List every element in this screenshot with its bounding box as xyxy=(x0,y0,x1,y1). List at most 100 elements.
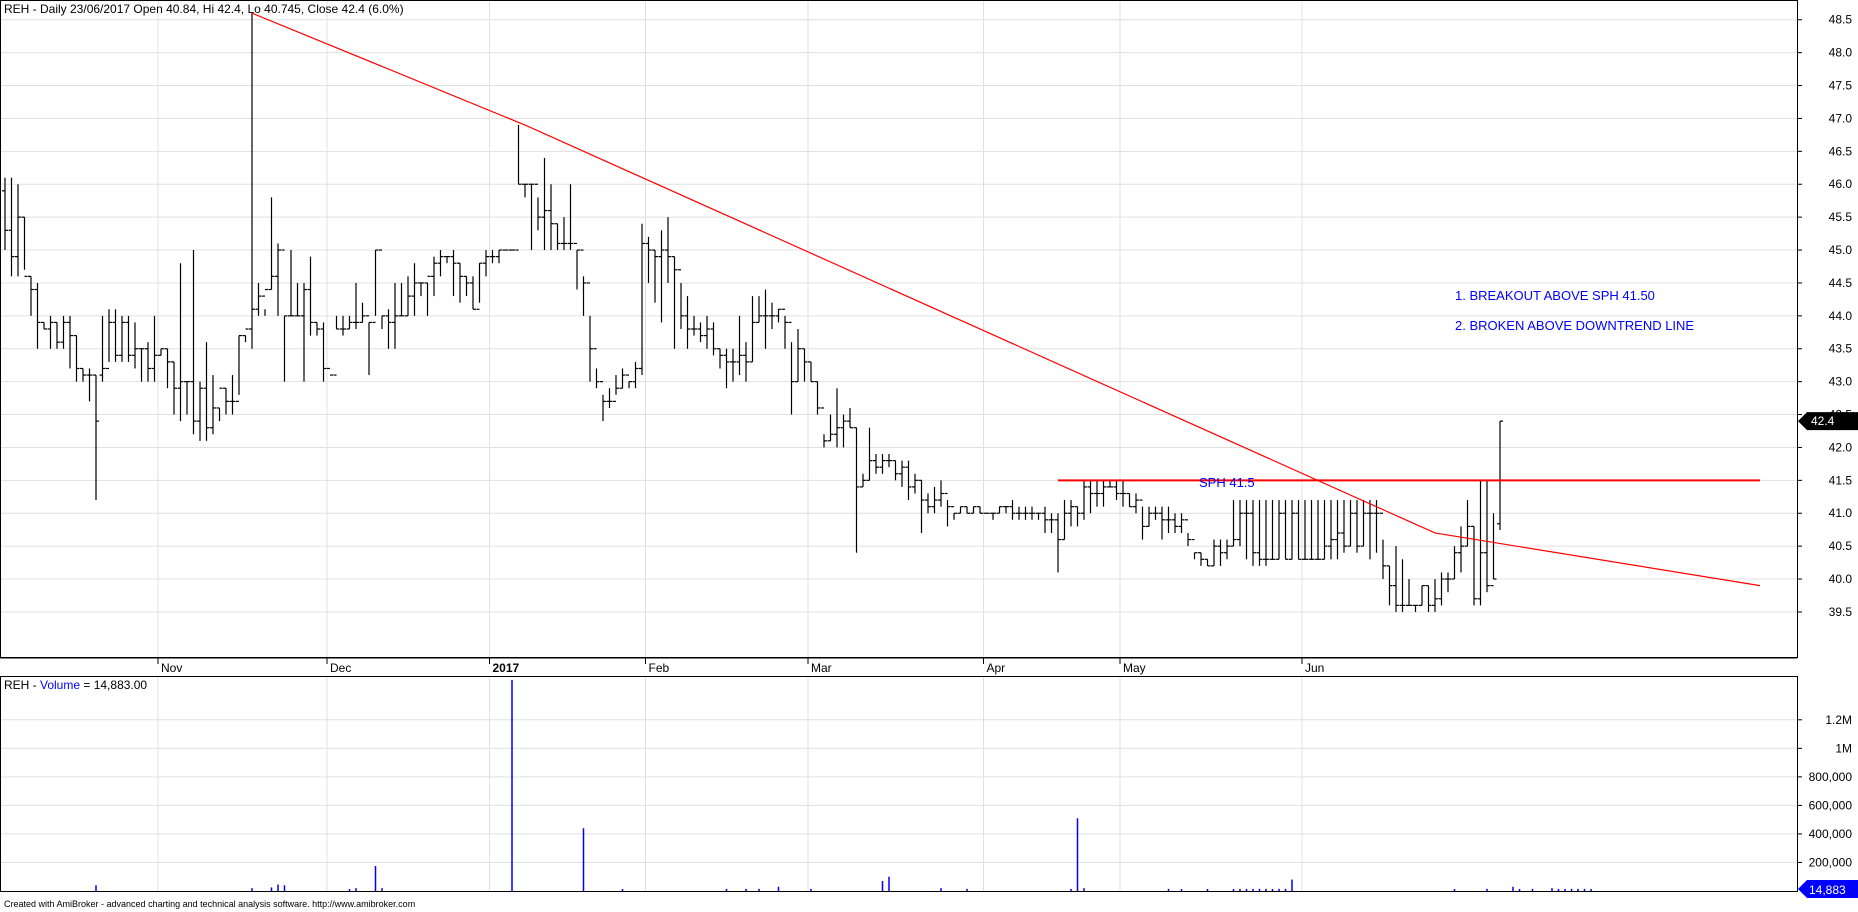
downtrend-line xyxy=(251,12,1761,587)
ohlc-bar xyxy=(1393,546,1399,612)
ohlc-bar xyxy=(860,473,866,488)
ohlc-bar xyxy=(47,315,54,349)
ohlc-bar xyxy=(1308,500,1315,560)
ohlc-bar xyxy=(203,342,210,441)
ohlc-bar xyxy=(749,296,756,363)
ohlc-bar xyxy=(41,321,47,330)
ohlc-bar xyxy=(1256,500,1263,566)
ohlc-bar xyxy=(645,236,652,283)
ohlc-bar xyxy=(691,315,697,336)
volume-pane[interactable]: 200,000 400,000 600,000 800,000 1M 1.2M REH -… xyxy=(0,677,1858,898)
ohlc-bar xyxy=(561,217,567,251)
ohlc-bar xyxy=(411,263,418,316)
ohlc-bar xyxy=(93,374,99,501)
ohlc-bar xyxy=(1354,500,1360,553)
ohlc-bar xyxy=(535,183,541,231)
ohlc-bar xyxy=(1321,500,1328,560)
ohlc-bar xyxy=(1133,493,1139,514)
ohlc-bar xyxy=(2,177,8,251)
ohlc-bar xyxy=(723,348,730,389)
ohlc-bar xyxy=(717,348,723,369)
ohlc-bar xyxy=(795,329,801,383)
x-tick-label: May xyxy=(1123,661,1146,675)
price-y-tick-label: 45.0 xyxy=(1829,243,1853,257)
ohlc-bar xyxy=(106,309,112,370)
ohlc-bar xyxy=(1289,500,1295,560)
ohlc-bar xyxy=(301,282,307,382)
price-y-tick-label: 47.5 xyxy=(1829,79,1853,93)
ohlc-bar xyxy=(1380,512,1386,580)
price-pane[interactable]: 39.540.040.541.041.542.042.543.043.544.0… xyxy=(0,0,1858,675)
ohlc-bar xyxy=(385,309,392,349)
ohlc-bar xyxy=(619,368,626,389)
volume-header-name: Volume xyxy=(40,678,80,692)
price-y-tick-label: 46.5 xyxy=(1829,144,1853,158)
volume-y-tick-label: 800,000 xyxy=(1809,770,1853,784)
ohlc-bar xyxy=(359,302,366,324)
ohlc-bar xyxy=(15,184,21,277)
x-tick-label: Dec xyxy=(330,661,351,675)
ohlc-bar xyxy=(574,242,580,290)
ohlc-bar xyxy=(223,387,229,415)
ohlc-bar xyxy=(1081,480,1087,520)
price-y-tick-label: 40.5 xyxy=(1829,539,1853,553)
ohlc-bar xyxy=(372,249,379,324)
ohlc-bar xyxy=(1373,500,1380,553)
ohlc-bar xyxy=(652,249,658,303)
ohlc-bar xyxy=(1022,506,1029,520)
ohlc-bar xyxy=(522,183,528,198)
ohlc-bar xyxy=(1211,539,1217,567)
ohlc-bar xyxy=(853,427,860,553)
price-grid xyxy=(0,0,1797,658)
ohlc-bar xyxy=(21,216,28,277)
ohlc-bar xyxy=(1217,539,1224,566)
ohlc-bar xyxy=(73,334,80,382)
ohlc-bar xyxy=(1172,513,1178,533)
pane-frames xyxy=(0,0,1798,892)
ohlc-bar xyxy=(1055,513,1061,573)
ohlc-bar xyxy=(255,282,262,316)
ohlc-bar xyxy=(1315,500,1321,560)
ohlc-bar xyxy=(970,506,977,514)
ohlc-bar xyxy=(307,256,314,336)
ohlc-bar xyxy=(99,315,106,382)
ohlc-bar xyxy=(1243,500,1250,560)
ohlc-bar xyxy=(366,315,372,376)
price-y-tick-label: 42.0 xyxy=(1829,440,1853,454)
ohlc-bar xyxy=(1165,506,1172,533)
ohlc-bar xyxy=(1224,539,1230,560)
ohlc-bar xyxy=(54,321,60,349)
ohlc-bar xyxy=(119,315,125,362)
ohlc-bar xyxy=(1419,585,1425,606)
ohlc-bar xyxy=(769,302,775,329)
ohlc-bar xyxy=(606,388,613,408)
ohlc-bar xyxy=(1074,506,1081,527)
ohlc-bar xyxy=(613,375,619,402)
ohlc-bar xyxy=(1126,492,1133,508)
ohlc-bar xyxy=(782,308,788,349)
ohlc-bar xyxy=(801,348,808,382)
ohlc-bar xyxy=(710,322,717,356)
ohlc-bar xyxy=(1009,500,1016,520)
ohlc-bar xyxy=(1490,513,1497,587)
volume-grid xyxy=(0,677,1797,891)
price-header: REH - Daily 23/06/2017 Open 40.84, Hi 42… xyxy=(4,2,404,16)
price-y-tick-label: 44.5 xyxy=(1829,276,1853,290)
ohlc-bar xyxy=(951,506,957,520)
ohlc-bar xyxy=(944,492,951,527)
ohlc-bar xyxy=(1412,604,1419,612)
ohlc-bar xyxy=(587,282,593,382)
ohlc-bar xyxy=(1295,500,1302,560)
volume-y-tick-label: 200,000 xyxy=(1809,855,1853,869)
ohlc-bar xyxy=(554,223,561,251)
ohlc-bar xyxy=(249,13,255,349)
ohlc-bar xyxy=(8,177,15,277)
ohlc-bar xyxy=(548,184,554,251)
ohlc-bar xyxy=(132,322,138,369)
ohlc-bar xyxy=(996,506,1003,514)
ohlc-bar xyxy=(990,512,996,520)
ohlc-bar xyxy=(314,321,320,336)
ohlc-bar xyxy=(1107,480,1113,488)
last-price-label: 42.4 xyxy=(1811,414,1835,428)
ohlc-bar xyxy=(1003,506,1009,514)
